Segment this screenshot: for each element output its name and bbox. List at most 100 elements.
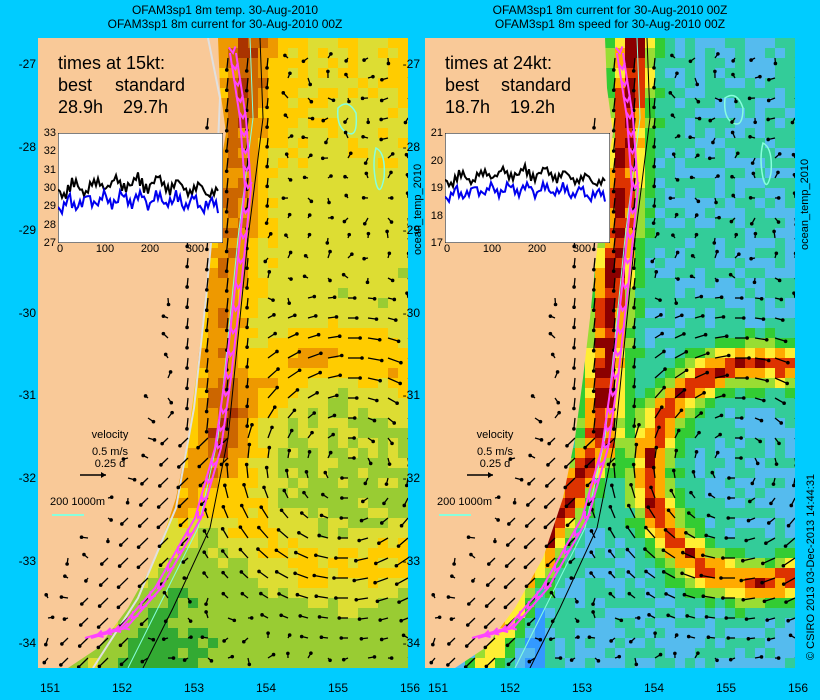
- field-cell: [278, 208, 289, 219]
- field-cell: [288, 88, 299, 99]
- field-cell: [595, 358, 606, 369]
- field-cell: [278, 438, 289, 449]
- field-cell: [368, 378, 379, 389]
- field-cell: [775, 338, 786, 349]
- velocity-arrow-head: [242, 639, 246, 644]
- field-cell: [348, 548, 359, 559]
- route-chevron: [244, 181, 253, 191]
- field-cell: [338, 128, 349, 139]
- field-cell: [318, 198, 329, 209]
- field-cell: [755, 308, 766, 319]
- field-cell: [268, 428, 279, 439]
- field-cell: [228, 438, 239, 449]
- velocity-arrow-head: [354, 316, 359, 320]
- field-cell: [685, 128, 696, 139]
- field-cell: [298, 128, 309, 139]
- field-cell: [605, 168, 616, 179]
- field-cell: [665, 298, 676, 309]
- field-cell: [715, 138, 726, 149]
- velocity-arrow-head: [221, 570, 225, 575]
- route-chevron: [230, 62, 239, 72]
- field-cell: [198, 368, 209, 379]
- field-cell: [685, 278, 696, 289]
- field-cell: [198, 588, 209, 599]
- field-cell: [735, 108, 746, 119]
- field-cell: [705, 188, 716, 199]
- field-cell: [785, 438, 795, 449]
- field-cell: [685, 178, 696, 189]
- field-cell: [208, 518, 219, 529]
- field-cell: [308, 48, 319, 59]
- field-cell: [705, 178, 716, 189]
- field-cell: [358, 248, 369, 259]
- route-chevron: [229, 326, 238, 336]
- velocity-arrow-head: [312, 573, 317, 578]
- velocity-arrow-head: [377, 338, 382, 342]
- field-cell: [585, 338, 596, 349]
- field-cell: [665, 308, 676, 319]
- velocity-arrow-head: [392, 421, 397, 425]
- field-cell: [288, 658, 299, 668]
- field-cell: [398, 398, 408, 409]
- speed-map-panel: [425, 38, 795, 668]
- field-cell: [388, 118, 399, 129]
- field-cell: [785, 258, 795, 269]
- velocity-arrow-head: [266, 631, 270, 635]
- velocity-arrow-head: [222, 639, 226, 643]
- field-cell: [278, 128, 289, 139]
- velocity-arrow-head: [354, 598, 359, 602]
- field-cell: [378, 88, 389, 99]
- velocity-arrow: [367, 337, 380, 341]
- field-cell: [655, 118, 666, 129]
- field-cell: [188, 398, 199, 409]
- field-cell: [288, 568, 299, 579]
- velocity-arrow-head: [327, 200, 331, 205]
- velocity-arrow: [246, 97, 249, 111]
- field-cell: [725, 228, 736, 239]
- field-cell: [268, 318, 279, 329]
- field-cell: [615, 308, 626, 319]
- field-cell: [725, 128, 736, 139]
- velocity-arrow-head: [245, 424, 249, 428]
- velocity-arrow: [396, 557, 408, 567]
- field-cell: [775, 248, 786, 259]
- field-cell: [625, 108, 636, 119]
- field-cell: [218, 628, 229, 639]
- field-cell: [278, 288, 289, 299]
- field-cell: [348, 38, 359, 49]
- field-cell: [398, 158, 408, 169]
- field-cell: [378, 38, 389, 49]
- field-cell: [318, 438, 329, 449]
- field-cell: [685, 68, 696, 79]
- velocity-arrow-head: [256, 547, 260, 551]
- field-cell: [318, 608, 329, 619]
- field-cell: [338, 368, 349, 379]
- field-cell: [615, 468, 626, 479]
- velocity-arrow-head: [224, 189, 229, 194]
- field-cell: [675, 298, 686, 309]
- velocity-arrow: [260, 506, 269, 519]
- velocity-arrow-head: [185, 305, 189, 310]
- field-cell: [208, 538, 219, 549]
- field-cell: [378, 208, 389, 219]
- field-cell: [258, 518, 269, 529]
- left-velocity-scale: 0.5 m/s: [91, 446, 129, 458]
- velocity-arrow-head: [334, 596, 338, 600]
- field-cell: [645, 58, 656, 69]
- field-cell: [625, 348, 636, 359]
- velocity-arrow-head: [204, 602, 208, 606]
- field-cell: [615, 398, 626, 409]
- field-cell: [585, 388, 596, 399]
- field-cell: [308, 248, 319, 259]
- field-cell: [388, 488, 399, 499]
- velocity-arrow-head: [352, 296, 357, 300]
- field-cell: [258, 188, 269, 199]
- field-cell: [725, 448, 736, 459]
- inset-y-tick-label: 32: [43, 145, 56, 158]
- velocity-arrow-head: [151, 419, 156, 424]
- field-cell: [158, 658, 169, 668]
- field-cell: [625, 308, 636, 319]
- field-cell: [338, 158, 349, 169]
- velocity-arrow-head: [309, 153, 313, 158]
- velocity-arrow-head: [392, 297, 397, 302]
